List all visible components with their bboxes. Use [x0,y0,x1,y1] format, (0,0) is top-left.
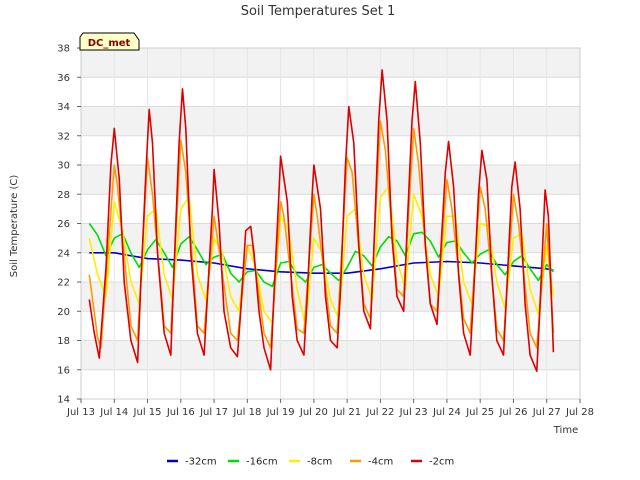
x-tick-label: Jul 20 [299,407,328,418]
y-tick-label: 22 [57,278,70,289]
legend: -32cm -16cm -8cm -4cm -2cm [167,457,454,468]
plot-band [81,340,580,370]
y-tick-label: 38 [57,44,70,55]
x-tick-label: Jul 21 [332,407,361,418]
series-line-minus-2cm [88,69,555,373]
y-tick-label: 32 [57,131,70,142]
legend-label: -2cm [429,457,454,468]
plot-band [81,106,580,136]
x-tick-label: Jul 22 [365,407,394,418]
y-tick-label: 16 [57,365,70,376]
y-axis-label: Soil Temperature (C) [9,175,20,278]
x-tick-label: Jul 17 [199,407,228,418]
x-tick-label: Jul 24 [432,407,461,418]
x-tick-label: Jul 23 [399,407,428,418]
y-tick-label: 24 [57,248,70,259]
x-tick-label: Jul 25 [465,407,494,418]
x-tick-label: Jul 28 [565,407,594,418]
plot-band [81,165,580,195]
x-axis-label: Time [553,425,578,436]
x-tick-label: Jul 27 [532,407,561,418]
x-axis-ticks: Jul 13 Jul 14 Jul 15 Jul 16 Jul 17 Jul 18 Jul … [66,399,594,418]
station-badge-box [79,32,140,51]
x-tick-label: Jul 13 [66,407,95,418]
y-tick-label: 18 [57,336,70,347]
y-tick-label: 30 [57,161,70,172]
x-tick-label: Jul 15 [133,407,162,418]
station-badge: DC_met [79,32,140,51]
x-tick-label: Jul 16 [166,407,195,418]
chart-title: Soil Temperatures Set 1 [241,4,396,19]
legend-label: -8cm [307,457,332,468]
station-badge-label: DC_met [88,38,131,49]
x-tick-label: Jul 26 [498,407,527,418]
gridlines [80,47,581,400]
legend-label: -4cm [368,457,393,468]
y-tick-label: 28 [57,190,70,201]
y-tick-label: 14 [57,395,70,406]
y-tick-label: 36 [57,73,70,84]
x-tick-label: Jul 18 [232,407,261,418]
y-tick-label: 26 [57,219,70,230]
legend-label: -16cm [246,457,278,468]
plot-band [81,223,580,253]
y-tick-label: 34 [57,102,70,113]
plot-band [81,48,580,78]
legend-label: -32cm [185,457,217,468]
y-tick-label: 20 [57,307,70,318]
x-tick-label: Jul 14 [99,407,128,418]
series-layer [88,69,555,373]
x-tick-label: Jul 19 [266,407,295,418]
y-axis-ticks: 14 16 18 20 22 24 26 28 30 32 34 36 38 [57,44,81,406]
